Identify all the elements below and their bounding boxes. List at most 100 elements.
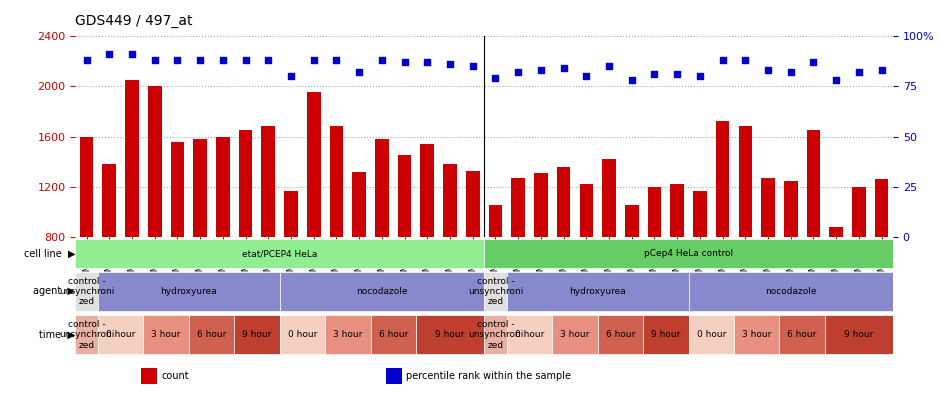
Point	[374, 57, 389, 63]
Point	[760, 67, 776, 73]
Point	[193, 57, 208, 63]
Bar	[306, 92, 321, 338]
FancyBboxPatch shape	[143, 315, 189, 354]
FancyBboxPatch shape	[75, 239, 484, 268]
Point	[260, 57, 275, 63]
Text: agent  ▶: agent ▶	[33, 286, 75, 297]
Bar	[648, 187, 661, 338]
Text: cell line  ▶: cell line ▶	[24, 249, 75, 259]
FancyBboxPatch shape	[484, 272, 507, 311]
Point	[783, 69, 798, 75]
FancyBboxPatch shape	[325, 315, 370, 354]
Bar	[444, 164, 457, 338]
Bar	[330, 126, 343, 338]
Text: control -
unsynchroni
zed: control - unsynchroni zed	[468, 276, 524, 307]
Bar	[466, 171, 479, 338]
FancyBboxPatch shape	[688, 272, 893, 311]
FancyBboxPatch shape	[75, 315, 98, 354]
Text: 6 hour: 6 hour	[379, 330, 408, 339]
Text: 6 hour: 6 hour	[605, 330, 635, 339]
Point	[624, 77, 639, 83]
Point	[352, 69, 367, 75]
Point	[306, 57, 321, 63]
Point	[443, 61, 458, 67]
Text: 9 hour: 9 hour	[435, 330, 464, 339]
Point	[488, 75, 503, 81]
Bar	[398, 156, 412, 338]
Bar	[489, 205, 502, 338]
FancyBboxPatch shape	[370, 315, 415, 354]
Bar	[579, 185, 593, 338]
Text: count: count	[161, 371, 189, 381]
Point	[329, 57, 344, 63]
Text: hydroxyurea: hydroxyurea	[570, 287, 626, 296]
Point	[556, 65, 572, 71]
FancyBboxPatch shape	[688, 315, 734, 354]
Point	[148, 57, 163, 63]
FancyBboxPatch shape	[507, 315, 553, 354]
FancyBboxPatch shape	[779, 315, 825, 354]
Point	[874, 67, 889, 73]
Text: control -
unsynchroni
zed: control - unsynchroni zed	[59, 320, 115, 350]
FancyBboxPatch shape	[643, 315, 688, 354]
Bar	[716, 122, 729, 338]
Point	[397, 59, 412, 65]
FancyBboxPatch shape	[189, 315, 234, 354]
Point	[738, 57, 753, 63]
Text: 9 hour: 9 hour	[844, 330, 873, 339]
Bar	[761, 178, 775, 338]
Point	[124, 51, 139, 57]
Bar	[375, 139, 388, 338]
Point	[806, 59, 821, 65]
Bar	[603, 159, 616, 338]
Bar	[875, 179, 888, 338]
Text: GDS449 / 497_at: GDS449 / 497_at	[75, 14, 193, 28]
Bar	[534, 173, 548, 338]
Point	[579, 73, 594, 79]
Point	[79, 57, 94, 63]
Text: time  ▶: time ▶	[39, 330, 75, 340]
Bar	[829, 227, 843, 338]
Text: 9 hour: 9 hour	[651, 330, 681, 339]
Bar	[420, 144, 434, 338]
FancyBboxPatch shape	[98, 315, 143, 354]
Text: 9 hour: 9 hour	[243, 330, 272, 339]
Point	[215, 57, 230, 63]
Point	[420, 59, 435, 65]
Point	[284, 73, 299, 79]
Bar	[852, 187, 866, 338]
Text: percentile rank within the sample: percentile rank within the sample	[406, 371, 572, 381]
Bar	[141, 368, 157, 384]
Text: 6 hour: 6 hour	[788, 330, 817, 339]
Text: 3 hour: 3 hour	[742, 330, 772, 339]
Bar	[284, 191, 298, 338]
Text: control -
unsynchroni
zed: control - unsynchroni zed	[59, 276, 115, 307]
Bar	[807, 130, 821, 338]
Point	[669, 71, 684, 77]
Bar	[352, 172, 366, 338]
Bar	[556, 167, 571, 338]
Text: 3 hour: 3 hour	[333, 330, 363, 339]
Bar	[125, 80, 139, 338]
Point	[465, 63, 480, 69]
Bar	[386, 368, 402, 384]
Text: hydroxyurea: hydroxyurea	[161, 287, 217, 296]
FancyBboxPatch shape	[484, 315, 507, 354]
Point	[693, 73, 708, 79]
Point	[647, 71, 662, 77]
Point	[852, 69, 867, 75]
Point	[102, 51, 117, 57]
FancyBboxPatch shape	[734, 315, 779, 354]
Bar	[670, 185, 684, 338]
Bar	[171, 142, 184, 338]
Point	[510, 69, 525, 75]
Text: 0 hour: 0 hour	[697, 330, 726, 339]
Text: 3 hour: 3 hour	[151, 330, 180, 339]
FancyBboxPatch shape	[598, 315, 643, 354]
Bar	[80, 137, 93, 338]
Bar	[261, 126, 275, 338]
Text: 0 hour: 0 hour	[515, 330, 544, 339]
FancyBboxPatch shape	[280, 272, 484, 311]
FancyBboxPatch shape	[507, 272, 688, 311]
FancyBboxPatch shape	[234, 315, 280, 354]
